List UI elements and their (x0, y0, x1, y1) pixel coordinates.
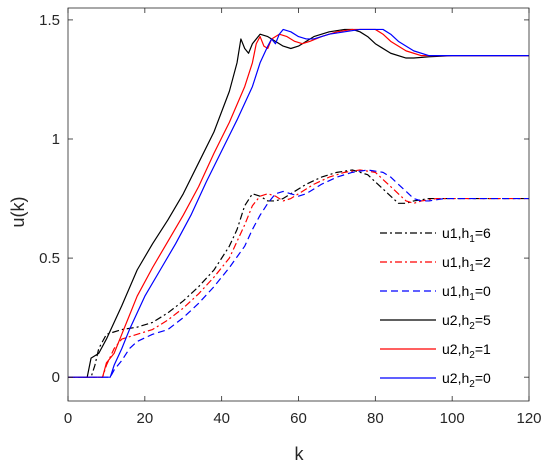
x-axis-title: k (295, 444, 305, 464)
y-tick-label: 1 (52, 131, 60, 148)
x-tick-label: 80 (367, 410, 384, 427)
legend: u1,h1=6 u1,h1=2 u1,h1=0 u2,h2=5 u2,h2=1 u2,h2… (380, 225, 491, 390)
x-tick-label: 40 (213, 410, 230, 427)
series-line-2 (68, 169, 529, 378)
plot-area: 0 20 40 60 80 100 12000.511.5u1,h1=6u1,h1=2u1,… (39, 7, 542, 427)
series-line-3 (68, 169, 529, 378)
legend-label-1: u1,h1=6 (442, 225, 491, 245)
x-tick-label: 120 (516, 410, 541, 427)
x-tick-label: 100 (440, 410, 465, 427)
legend-label-2: u1,h1=2 (442, 254, 491, 274)
y-tick-label: 0 (52, 369, 60, 386)
y-axis-title: u(k) (8, 197, 28, 228)
legend-label-6: u2,h2=0 (442, 370, 491, 390)
legend-label-5: u2,h2=1 (442, 341, 491, 361)
legend-label-4: u2,h2=5 (442, 312, 491, 332)
y-tick-label: 1.5 (39, 12, 60, 29)
series-line-6 (68, 28, 529, 378)
legend-label-3: u1,h1=0 (442, 283, 491, 303)
x-tick-label: 60 (290, 410, 307, 427)
series-lines (68, 28, 529, 378)
x-tick-label: 0 (64, 410, 72, 427)
x-tick-label: 20 (136, 410, 153, 427)
series-line-4 (68, 28, 529, 378)
y-tick-label: 0.5 (39, 250, 60, 267)
